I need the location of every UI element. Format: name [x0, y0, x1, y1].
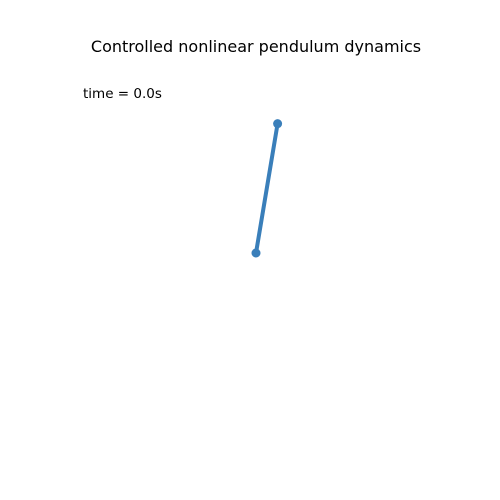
plot-area — [251, 119, 283, 258]
pendulum-pivot-point — [251, 248, 261, 258]
pendulum-bob-point — [273, 119, 283, 129]
time-annotation: time = 0.0s — [83, 86, 162, 102]
pendulum-rod — [254, 121, 280, 255]
chart-title: Controlled nonlinear pendulum dynamics — [91, 37, 421, 56]
